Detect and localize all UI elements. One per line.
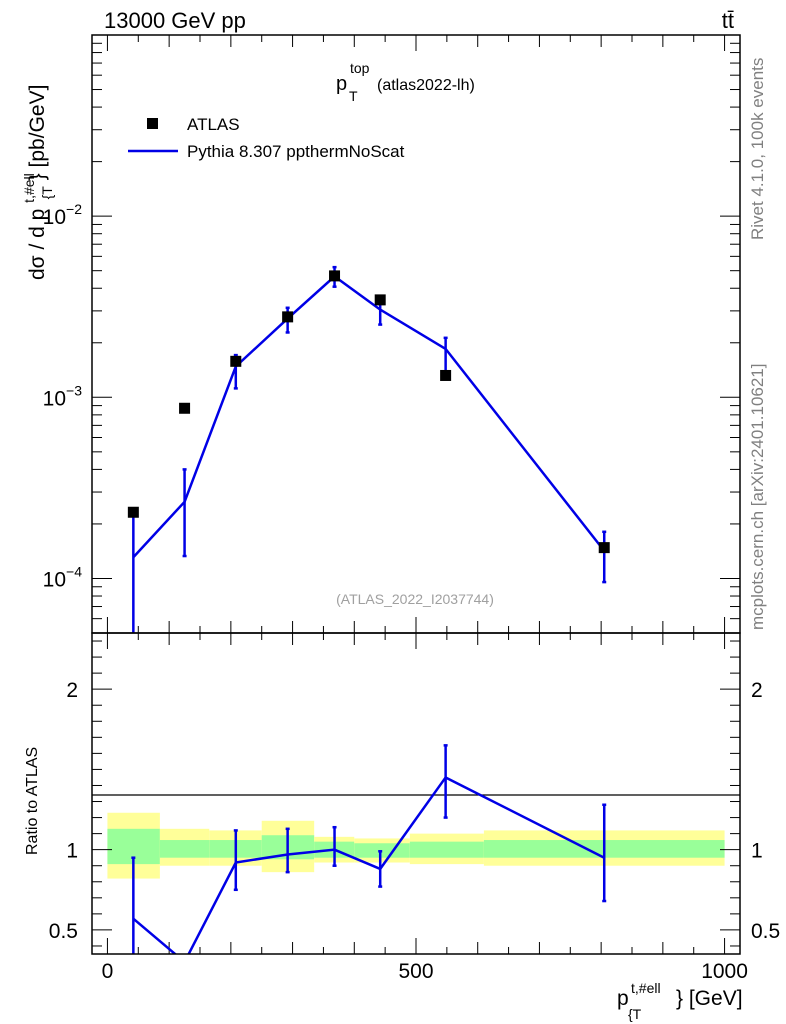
- atlas-data-point: [179, 402, 191, 414]
- main-axis-ticks: 10−210−310−4: [43, 34, 740, 634]
- ratio-ytick-label-right: 1: [751, 840, 763, 863]
- atlas-data-point: [374, 294, 386, 306]
- analysis-watermark: (ATLAS_2022_I2037744): [336, 591, 494, 607]
- ylabel-sub: {T: [39, 186, 55, 200]
- xlabel-pre: p: [617, 987, 629, 1010]
- ratio-series: [131, 744, 607, 954]
- ylabel-post: } [pb/GeV]: [26, 85, 49, 181]
- main-title: p: [336, 73, 347, 95]
- pythia-line: [132, 274, 606, 559]
- ytick-exp: −2: [66, 201, 82, 217]
- ylabel-sup: t,#ell: [21, 173, 37, 203]
- atlas-data-point: [329, 270, 341, 282]
- ylabel-pre: dσ / d p: [26, 209, 49, 280]
- ratio-ytick-label-left: 1: [66, 840, 78, 863]
- main-ylabel: dσ / d p t,#ell {T } [pb/GeV]: [16, 85, 57, 280]
- ratio-line: [132, 775, 605, 954]
- title-sup: top: [350, 60, 370, 76]
- ratio-ytick-label-right: 0.5: [751, 920, 780, 943]
- main-ytick-label: 10−3: [43, 382, 83, 410]
- ytick-base: 10: [43, 568, 66, 591]
- process-label: tt̄: [722, 8, 734, 33]
- atlas-data-point: [230, 355, 242, 367]
- legend-marker-atlas: [147, 118, 158, 129]
- ratio-panel-frame: [91, 632, 741, 955]
- xlabel-sub: {T: [628, 1006, 642, 1022]
- title-sub: T: [349, 88, 358, 104]
- ratio-bands: [107, 812, 725, 879]
- ratio-ytick-label-left: 0.5: [49, 920, 78, 943]
- legend-label-pythia: Pythia 8.307 ppthermNoScat: [187, 142, 405, 161]
- ytick-base: 10: [43, 387, 66, 410]
- ratio-axis-ticks: 2 2 1 1 0.5 0.5 0 500 1000: [49, 633, 780, 983]
- ytick-base: 10: [43, 206, 66, 229]
- xlabel-post: } [GeV]: [676, 987, 743, 1010]
- atlas-data-point: [282, 311, 294, 323]
- xlabel-sup: t,#ell: [631, 980, 661, 996]
- x-tick-label: 1000: [701, 960, 748, 983]
- x-axis-label: p: [617, 987, 629, 1010]
- title-main: p: [336, 73, 347, 95]
- ratio-ylabel: Ratio to ATLAS: [24, 747, 41, 855]
- x-tick-label: 0: [102, 960, 114, 983]
- x-tick-label: 500: [398, 960, 433, 983]
- ratio-ytick-label-right: 2: [751, 679, 763, 702]
- atlas-data-point: [598, 542, 610, 554]
- ytick-exp: −4: [66, 563, 82, 579]
- ratio-band-green: [159, 840, 210, 858]
- main-series: [127, 265, 610, 633]
- atlas-data-point: [440, 369, 452, 381]
- legend-label-atlas: ATLAS: [187, 115, 240, 134]
- ytick-exp: −3: [66, 382, 82, 398]
- rivet-label: Rivet 4.1.0, 100k events: [748, 58, 767, 240]
- legend: ATLAS Pythia 8.307 ppthermNoScat: [128, 115, 405, 161]
- energy-label: 13000 GeV pp: [104, 8, 246, 33]
- atlas-data-point: [127, 506, 139, 518]
- ratio-band-green: [409, 841, 484, 858]
- svg-text:dσ / d p t,#ell {T: dσ / d p t,#ell {T } [pb/GeV]: [16, 85, 57, 280]
- title-suffix: (atlas2022-lh): [377, 77, 475, 94]
- mcplots-label: mcplots.cern.ch [arXiv:2401.10621]: [748, 364, 767, 630]
- main-ytick-label: 10−4: [43, 563, 83, 591]
- ratio-ytick-label-left: 2: [66, 679, 78, 702]
- main-ytick-label: 10−2: [43, 201, 83, 229]
